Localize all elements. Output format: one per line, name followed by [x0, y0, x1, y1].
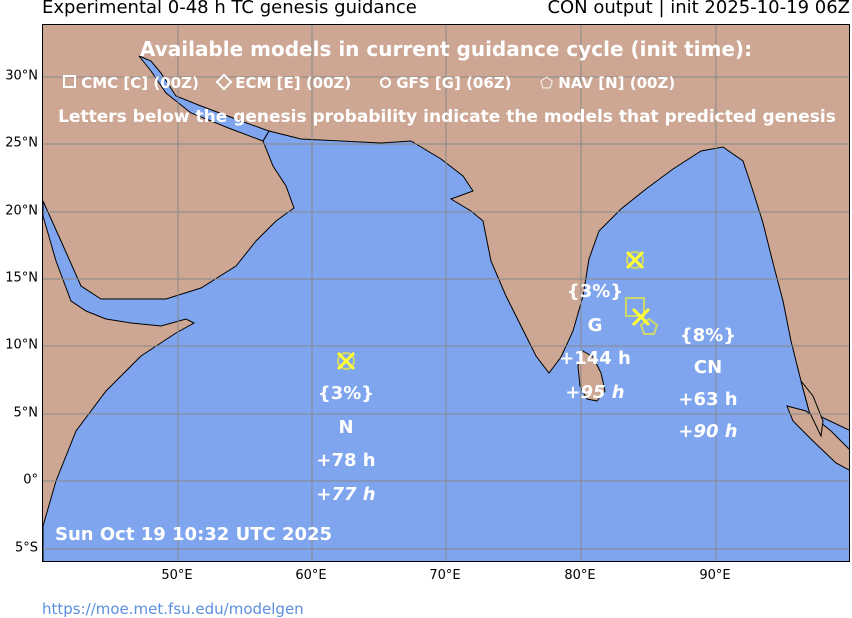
x-tick: 90°E	[699, 568, 731, 583]
circle-icon	[337, 352, 355, 370]
y-tick: 10°N	[5, 337, 38, 353]
sri-lanka	[577, 350, 606, 402]
area-2-lead-2: +95 h	[565, 382, 625, 403]
area-3-lead-2: +90 h	[678, 421, 738, 442]
basemap	[43, 25, 849, 561]
area-3-lead: +63 h	[678, 389, 738, 410]
area-1-models: N	[338, 417, 354, 438]
legend-item-nav: ⬠ NAV [N] (00Z)	[540, 74, 676, 92]
area-1-prob: {3%}	[317, 383, 375, 404]
x-tick: 60°E	[295, 568, 327, 583]
x-icon	[336, 351, 356, 371]
x-tick: 50°E	[161, 568, 193, 583]
area-3-models: CN	[693, 357, 723, 378]
x-icon	[625, 250, 645, 270]
malay-peninsula	[800, 380, 824, 438]
init-title: CON output | init 2025-10-19 06Z	[547, 0, 850, 18]
y-tick: 20°N	[5, 203, 38, 219]
pentagon-icon: ⬠	[540, 74, 554, 92]
circle-icon	[380, 77, 391, 88]
genesis-marker-1[interactable]	[336, 351, 356, 371]
genesis-marker-2[interactable]	[625, 250, 645, 270]
persian-gulf	[138, 55, 270, 142]
circle-icon	[626, 251, 644, 269]
map-panel: Available models in current guidance cyc…	[42, 24, 850, 562]
area-3-prob: {8%}	[679, 325, 737, 346]
area-2-prob: {3%}	[566, 281, 624, 302]
square-icon	[625, 297, 645, 317]
y-tick: 5°S	[14, 540, 38, 556]
y-tick: 15°N	[5, 270, 38, 286]
y-tick: 25°N	[5, 135, 38, 151]
x-tick: 70°E	[429, 568, 461, 583]
legend-note: Letters below the genesis probability in…	[58, 107, 836, 127]
legend-item-cmc: CMC [C] (00Z)	[63, 74, 199, 92]
y-tick: 5°N	[13, 405, 39, 421]
timestamp: Sun Oct 19 10:32 UTC 2025	[55, 524, 333, 545]
x-tick: 80°E	[564, 568, 596, 583]
legend-item-gfs: GFS [G] (06Z)	[380, 74, 512, 92]
map-title: Experimental 0-48 h TC genesis guidance	[42, 0, 417, 18]
graticule	[43, 25, 849, 561]
legend-heading: Available models in current guidance cyc…	[139, 37, 753, 61]
y-tick: 0°	[23, 472, 38, 488]
square-icon	[63, 75, 76, 88]
x-icon	[631, 307, 651, 327]
area-1-lead: +78 h	[316, 450, 376, 471]
y-tick: 30°N	[5, 68, 38, 84]
area-2-models: G	[587, 315, 603, 336]
legend-item-ecm: ECM [E] (00Z)	[215, 73, 351, 92]
diamond-icon	[215, 73, 233, 91]
area-2-lead: +144 h	[559, 348, 631, 369]
area-1-lead-2: +77 h	[316, 484, 376, 505]
genesis-marker-3[interactable]	[625, 297, 659, 335]
source-link[interactable]: https://moe.met.fsu.edu/modelgen	[42, 600, 304, 618]
pentagon-icon	[639, 317, 659, 335]
